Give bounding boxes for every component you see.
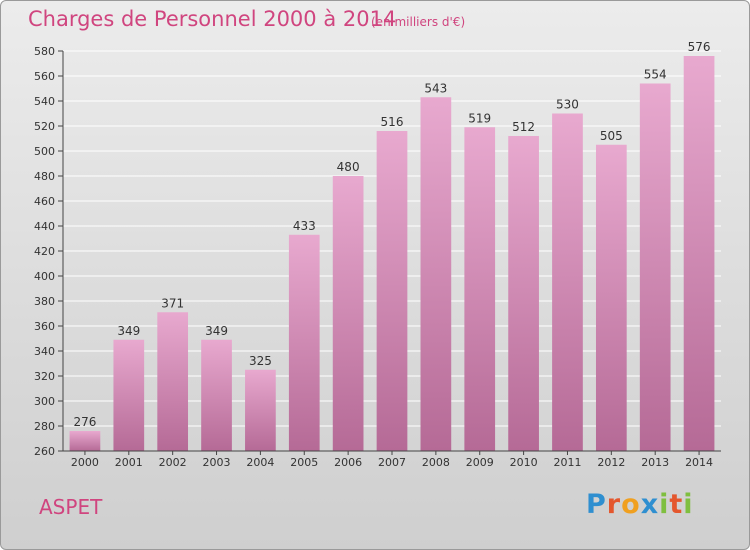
x-tick-label: 2012 — [597, 456, 625, 469]
y-tick-label: 280 — [34, 420, 55, 433]
y-tick-label: 380 — [34, 295, 55, 308]
data-label: 349 — [117, 324, 140, 338]
x-tick-label: 2010 — [510, 456, 538, 469]
y-tick-label: 580 — [34, 45, 55, 58]
x-tick-label: 2013 — [641, 456, 669, 469]
data-label: 371 — [161, 296, 184, 310]
logo-letter: r — [606, 489, 622, 520]
data-label: 576 — [688, 40, 711, 54]
y-tick-label: 480 — [34, 170, 55, 183]
y-tick-label: 260 — [34, 445, 55, 458]
y-tick-label: 300 — [34, 395, 55, 408]
bar — [201, 339, 232, 451]
y-tick-label: 560 — [34, 70, 55, 83]
data-label: 480 — [337, 160, 360, 174]
chart-subtitle: (en milliers d'€) — [371, 15, 466, 29]
data-label: 543 — [424, 81, 447, 95]
data-label: 530 — [556, 98, 579, 112]
bar — [420, 97, 452, 451]
bar — [552, 113, 583, 451]
y-tick-label: 440 — [34, 220, 55, 233]
bar — [288, 234, 320, 451]
y-tick-label: 540 — [34, 95, 55, 108]
logo-letter: o — [621, 489, 641, 520]
bar — [376, 131, 408, 451]
proxiti-logo: Proxiti — [586, 489, 694, 520]
bar — [639, 83, 671, 451]
x-tick-label: 2005 — [290, 456, 318, 469]
x-tick-label: 2003 — [203, 456, 231, 469]
y-tick-label: 400 — [34, 270, 55, 283]
bar — [332, 176, 364, 451]
x-tick-label: 2004 — [246, 456, 274, 469]
x-tick-label: 2008 — [422, 456, 450, 469]
data-label: 554 — [644, 68, 667, 82]
logo-letter: i — [683, 489, 694, 520]
data-label: 349 — [205, 324, 228, 338]
y-tick-label: 420 — [34, 245, 55, 258]
bar — [69, 431, 101, 451]
logo-letter: x — [640, 489, 660, 520]
x-tick-label: 2002 — [159, 456, 187, 469]
x-tick-label: 2007 — [378, 456, 406, 469]
data-label: 512 — [512, 120, 535, 134]
x-tick-label: 2001 — [115, 456, 143, 469]
y-tick-label: 500 — [34, 145, 55, 158]
logo-letter: P — [586, 489, 607, 520]
bar — [595, 144, 627, 451]
chart-title: Charges de Personnel 2000 à 2014 — [28, 7, 397, 31]
y-tick-label: 520 — [34, 120, 55, 133]
data-label: 519 — [468, 111, 491, 125]
bar — [113, 339, 145, 451]
commune-name: ASPET — [39, 495, 103, 519]
y-tick-label: 320 — [34, 370, 55, 383]
bar — [245, 369, 276, 451]
data-label: 433 — [293, 219, 316, 233]
y-tick-label: 460 — [34, 195, 55, 208]
bar — [683, 56, 715, 451]
x-tick-label: 2014 — [685, 456, 713, 469]
x-tick-label: 2006 — [334, 456, 362, 469]
x-tick-label: 2009 — [466, 456, 494, 469]
logo-letter: i — [659, 489, 670, 520]
y-tick-label: 360 — [34, 320, 55, 333]
x-tick-label: 2000 — [71, 456, 99, 469]
bar — [508, 136, 539, 451]
y-tick-label: 340 — [34, 345, 55, 358]
data-label: 505 — [600, 129, 623, 143]
bar — [157, 312, 189, 451]
data-label: 516 — [381, 115, 404, 129]
logo-letter: t — [669, 489, 684, 520]
bar — [464, 127, 496, 451]
data-label: 276 — [73, 415, 96, 429]
x-tick-label: 2011 — [553, 456, 581, 469]
data-label: 325 — [249, 354, 272, 368]
